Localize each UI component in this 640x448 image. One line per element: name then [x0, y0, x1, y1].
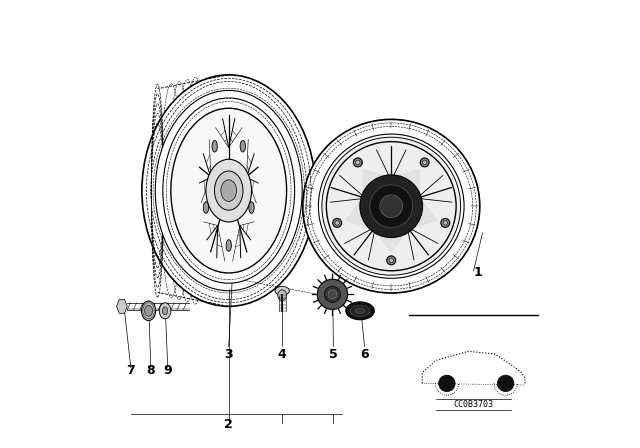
- Ellipse shape: [141, 301, 156, 321]
- Ellipse shape: [159, 303, 171, 319]
- Text: 5: 5: [329, 348, 338, 361]
- Circle shape: [356, 160, 360, 164]
- Ellipse shape: [346, 302, 374, 320]
- Text: 1: 1: [474, 267, 483, 280]
- Circle shape: [389, 258, 394, 263]
- Ellipse shape: [214, 171, 243, 210]
- Circle shape: [443, 221, 447, 225]
- Ellipse shape: [303, 119, 480, 293]
- Text: 8: 8: [147, 363, 155, 376]
- Circle shape: [387, 256, 396, 265]
- Text: 3: 3: [225, 348, 233, 361]
- Circle shape: [438, 375, 455, 392]
- Polygon shape: [374, 229, 409, 251]
- Ellipse shape: [356, 308, 365, 314]
- Circle shape: [420, 158, 429, 167]
- Text: 4: 4: [278, 348, 287, 361]
- Ellipse shape: [142, 75, 316, 306]
- Circle shape: [333, 219, 342, 228]
- Ellipse shape: [240, 140, 246, 152]
- Text: CC0B3703: CC0B3703: [454, 400, 493, 409]
- Ellipse shape: [326, 142, 456, 271]
- Text: 6: 6: [360, 348, 369, 361]
- Polygon shape: [346, 198, 374, 229]
- Ellipse shape: [322, 137, 461, 275]
- Text: 7: 7: [127, 363, 135, 376]
- Ellipse shape: [318, 134, 464, 278]
- Ellipse shape: [156, 90, 302, 291]
- Ellipse shape: [163, 98, 294, 283]
- Ellipse shape: [350, 305, 370, 317]
- Ellipse shape: [221, 180, 237, 202]
- Circle shape: [317, 279, 348, 310]
- Circle shape: [422, 160, 427, 164]
- Ellipse shape: [163, 307, 168, 315]
- Polygon shape: [116, 299, 127, 313]
- Ellipse shape: [380, 195, 403, 218]
- Circle shape: [324, 286, 340, 302]
- Circle shape: [441, 219, 450, 228]
- Ellipse shape: [278, 290, 287, 301]
- Ellipse shape: [204, 202, 209, 213]
- Polygon shape: [363, 170, 391, 198]
- Ellipse shape: [171, 108, 287, 273]
- Circle shape: [335, 221, 339, 225]
- Ellipse shape: [206, 159, 252, 222]
- Ellipse shape: [212, 140, 218, 152]
- Circle shape: [353, 158, 362, 167]
- Ellipse shape: [145, 306, 152, 316]
- Ellipse shape: [360, 175, 422, 237]
- Polygon shape: [391, 170, 420, 198]
- Ellipse shape: [249, 202, 254, 213]
- Circle shape: [328, 290, 337, 299]
- Ellipse shape: [275, 286, 289, 295]
- Circle shape: [497, 375, 514, 392]
- Text: 2: 2: [225, 418, 233, 431]
- Polygon shape: [409, 198, 436, 229]
- Ellipse shape: [370, 185, 413, 228]
- Ellipse shape: [226, 240, 232, 251]
- Text: 9: 9: [163, 363, 172, 376]
